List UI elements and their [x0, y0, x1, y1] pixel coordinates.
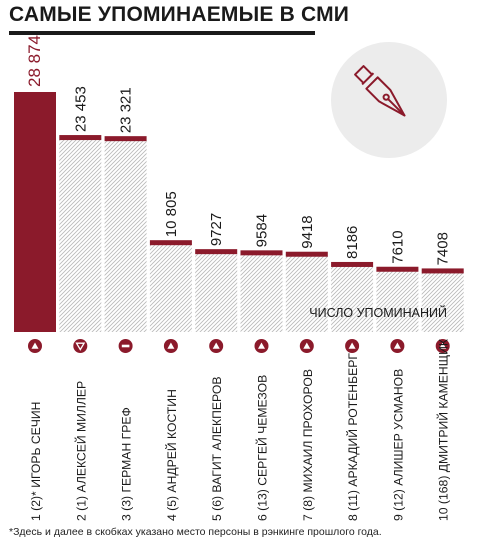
chart-title: САМЫЕ УПОМИНАЕМЫЕ В СМИ: [9, 3, 350, 26]
bar-4: [149, 242, 192, 332]
bar-cap-9: [376, 266, 419, 272]
bar-cap-4: [149, 240, 192, 246]
trend-up-icon: [299, 339, 314, 353]
y-axis-label: ЧИСЛО УПОМИНАНИЙ: [309, 305, 447, 320]
bar-9: [376, 268, 419, 332]
category-label-2: 2 (1) АЛЕКСЕЙ МИЛЛЕР: [73, 381, 88, 521]
category-label-8: 8 (11) АРКАДИЙ РОТЕНБЕРГ: [345, 353, 360, 521]
bar-3: [104, 138, 147, 332]
pen-nib-icon: [331, 42, 447, 158]
trend-up-icon: [209, 339, 224, 353]
bar-cap-6: [240, 250, 283, 256]
bar-cap-8: [331, 261, 374, 267]
trend-up-icon: [28, 339, 42, 353]
category-label-9: 9 (12) АЛИШЕР УСМАНОВ: [391, 369, 405, 521]
category-label-5: 5 (6) ВАГИТ АЛЕКПЕРОВ: [210, 377, 224, 521]
bar-2: [59, 137, 102, 332]
bar-cap-3: [104, 136, 147, 142]
value-label-7: 9418: [299, 215, 316, 248]
category-label-1: 1 (2)* ИГОРЬ СЕЧИН: [29, 402, 43, 521]
bar-cap-7: [285, 251, 328, 257]
value-label-4: 10 805: [163, 191, 180, 237]
bar-cap-10: [421, 268, 464, 274]
category-label-10: 10 (168) ДМИТРИЙ КАМЕНЩИК: [436, 338, 451, 521]
bar-7: [285, 253, 328, 332]
bar-5: [195, 251, 238, 332]
category-label-7: 7 (8) МИХАИЛ ПРОХОРОВ: [301, 369, 315, 521]
trend-down-icon: [73, 339, 88, 353]
footnote: *Здесь и далее в скобках указано место п…: [9, 526, 382, 538]
value-label-3: 23 321: [118, 87, 135, 133]
value-label-5: 9727: [208, 213, 225, 246]
value-label-9: 7610: [389, 230, 406, 263]
bar-8: [331, 263, 374, 332]
trend-up-icon: [435, 339, 450, 353]
title-underline: [9, 31, 315, 35]
trend-up-icon: [163, 339, 178, 353]
bar-1: [14, 92, 56, 332]
trend-up-icon: [390, 339, 405, 353]
bar-6: [240, 252, 283, 332]
category-label-6: 6 (13) СЕРГЕЙ ЧЕМЕЗОВ: [255, 375, 270, 521]
category-label-4: 4 (5) АНДРЕЙ КОСТИН: [164, 389, 179, 521]
value-label-10: 7408: [435, 232, 452, 265]
value-label-2: 23 453: [72, 86, 89, 132]
value-label-8: 8186: [344, 226, 361, 259]
category-label-3: 3 (3) ГЕРМАН ГРЕФ: [120, 407, 134, 521]
bar-cap-5: [195, 249, 238, 255]
bar-cap-2: [59, 135, 102, 141]
value-label-6: 9584: [253, 214, 270, 247]
trend-same-icon: [118, 339, 133, 353]
trend-up-icon: [254, 339, 269, 353]
value-label-1: 28 874: [25, 35, 44, 87]
bar-10: [421, 270, 464, 332]
trend-up-icon: [345, 339, 360, 353]
